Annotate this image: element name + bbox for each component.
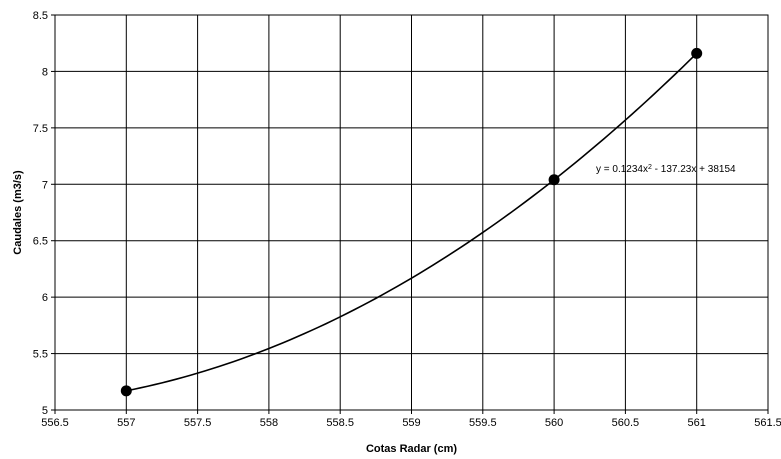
x-tick-label-9: 561 (688, 417, 706, 429)
y-tick-label-4: 7 (42, 179, 48, 191)
y-tick-label-3: 6.5 (33, 236, 48, 248)
trendline (126, 52, 698, 392)
y-tick-label-2: 6 (42, 292, 48, 304)
x-tick-label-0: 556.5 (41, 417, 69, 429)
x-tick-label-7: 560 (545, 417, 563, 429)
x-axis-label: Cotas Radar (cm) (366, 443, 457, 455)
x-tick-label-10: 561.5 (754, 417, 781, 429)
x-tick-label-6: 559.5 (469, 417, 497, 429)
data-point-2 (691, 47, 703, 59)
chart-grid (54, 14, 769, 411)
data-points (120, 47, 703, 397)
y-tick-label-0: 5 (42, 405, 48, 417)
x-tick-label-1: 557 (117, 417, 135, 429)
x-tick-label-5: 559 (402, 417, 420, 429)
y-axis-ticks: 5 5.5 6 6.5 7 7.5 8 8.5 (33, 10, 55, 417)
x-tick-label-8: 560.5 (612, 417, 640, 429)
y-axis-label: Caudales (m3/s) (12, 170, 24, 255)
y-tick-label-5: 7.5 (33, 123, 48, 135)
trendline-equation-tail: - 137.23x + 38154 (652, 164, 736, 175)
x-tick-label-4: 558.5 (326, 417, 354, 429)
trendline-equation-exponent: 2 (648, 164, 652, 171)
data-point-0 (120, 385, 132, 397)
x-tick-label-3: 558 (260, 417, 278, 429)
trendline-equation-main: y = 0.1234x (596, 164, 648, 175)
trendline-equation: y = 0.1234x2 - 137.23x + 38154 (596, 164, 736, 176)
y-tick-label-6: 8 (42, 66, 48, 78)
x-tick-label-2: 557.5 (184, 417, 212, 429)
y-tick-label-1: 5.5 (33, 349, 48, 361)
data-point-1 (548, 174, 560, 186)
y-tick-label-7: 8.5 (33, 10, 48, 22)
x-axis-ticks: 556.5 557 557.5 558 558.5 559 559.5 560 560.5 561… (41, 410, 781, 429)
